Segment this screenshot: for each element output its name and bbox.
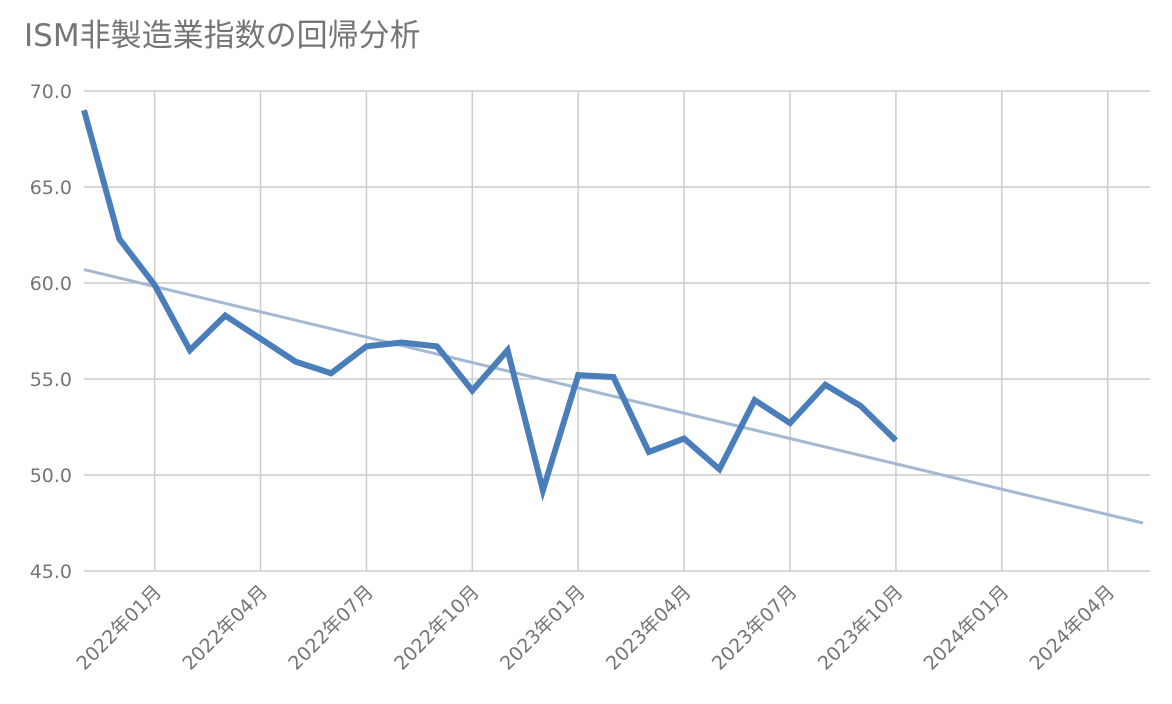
x-tick-label: 2022年04月 bbox=[178, 581, 272, 675]
chart-title: ISM非製造業指数の回帰分析 bbox=[24, 18, 421, 54]
x-tick-label: 2024年01月 bbox=[920, 581, 1014, 675]
x-tick-label: 2023年10月 bbox=[814, 581, 908, 675]
trend-line bbox=[83, 268, 1144, 525]
y-tick-label: 65.0 bbox=[30, 177, 72, 199]
x-tick-label: 2022年01月 bbox=[72, 581, 166, 675]
x-tick-label: 2023年01月 bbox=[496, 581, 590, 675]
y-tick-label: 55.0 bbox=[30, 369, 72, 391]
y-tick-label: 70.0 bbox=[30, 81, 72, 103]
x-tick-label: 2022年07月 bbox=[284, 581, 378, 675]
x-tick-label: 2023年07月 bbox=[708, 581, 802, 675]
y-tick-label: 50.0 bbox=[30, 465, 72, 487]
x-tick-label: 2024年04月 bbox=[1026, 581, 1120, 675]
x-tick-label: 2023年04月 bbox=[602, 581, 696, 675]
y-tick-label: 45.0 bbox=[30, 561, 72, 583]
data-line bbox=[81, 109, 898, 502]
y-tick-label: 60.0 bbox=[30, 273, 72, 295]
x-tick-label: 2022年10月 bbox=[390, 581, 484, 675]
